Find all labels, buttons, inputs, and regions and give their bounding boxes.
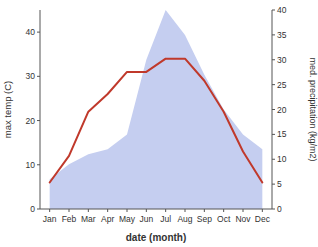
x-tick bbox=[107, 209, 108, 212]
y-tick-label: 40 bbox=[26, 27, 36, 37]
x-tick-label: Aug bbox=[177, 214, 192, 224]
y-tick bbox=[37, 164, 40, 165]
y-tick bbox=[37, 209, 40, 210]
x-tick-label: Jul bbox=[160, 214, 171, 224]
x-tick-label: Sep bbox=[197, 214, 212, 224]
y2-tick bbox=[272, 34, 275, 35]
x-tick bbox=[69, 209, 70, 212]
y2-tick bbox=[272, 84, 275, 85]
x-tick bbox=[146, 209, 147, 212]
y-tick bbox=[37, 120, 40, 121]
y-tick-label: 20 bbox=[26, 116, 36, 126]
temp-line bbox=[50, 59, 263, 183]
y2-tick-label: 5 bbox=[277, 179, 282, 189]
plot-area bbox=[50, 10, 263, 209]
x-tick bbox=[165, 209, 166, 212]
x-tick bbox=[223, 209, 224, 212]
x-tick bbox=[127, 209, 128, 212]
x-tick-label: Nov bbox=[235, 214, 251, 224]
y-tick bbox=[37, 32, 40, 33]
y2-tick bbox=[272, 159, 275, 160]
x-tick bbox=[204, 209, 205, 212]
x-tick-label: Jun bbox=[139, 214, 153, 224]
y-tick-label: 30 bbox=[26, 71, 36, 81]
y-tick-label: 10 bbox=[26, 160, 36, 170]
x-tick-label: Oct bbox=[217, 214, 231, 224]
y2-tick-label: 40 bbox=[277, 5, 287, 15]
x-tick bbox=[243, 209, 244, 212]
x-axis-line bbox=[40, 209, 272, 210]
x-tick-label: Jan bbox=[43, 214, 57, 224]
chart-container: Jan Feb Mar Apr MayJun Jul Aug Sep Oct Nov Dec 0 10 2… bbox=[0, 0, 318, 247]
x-tick-label: May bbox=[119, 214, 136, 224]
x-tick bbox=[185, 209, 186, 212]
y2-tick-label: 30 bbox=[277, 55, 287, 65]
y-axis-line bbox=[40, 10, 41, 209]
precip-area bbox=[50, 10, 263, 209]
y2-axis-label: med. precipitation (kg/m2) bbox=[308, 57, 318, 161]
axes: Jan Feb Mar Apr MayJun Jul Aug Sep Oct Nov Dec 0 10 2… bbox=[26, 5, 287, 224]
y2-tick-label: 35 bbox=[277, 30, 287, 40]
y-tick-label: 0 bbox=[30, 204, 35, 214]
x-tick-label: Dec bbox=[255, 214, 271, 224]
y2-tick bbox=[272, 109, 275, 110]
y-tick bbox=[37, 76, 40, 77]
y2-tick-label: 10 bbox=[277, 154, 287, 164]
y-axis-label: max temp (C) bbox=[2, 81, 13, 139]
y2-tick-label: 0 bbox=[277, 204, 282, 214]
y2-tick bbox=[272, 209, 275, 210]
y2-tick bbox=[272, 10, 275, 11]
y2-tick bbox=[272, 184, 275, 185]
y2-tick-label: 25 bbox=[277, 80, 287, 90]
y2-tick bbox=[272, 134, 275, 135]
chart: Jan Feb Mar Apr MayJun Jul Aug Sep Oct Nov Dec 0 10 2… bbox=[0, 0, 318, 247]
x-tick-label: Mar bbox=[81, 214, 96, 224]
x-tick bbox=[49, 209, 50, 212]
y2-tick bbox=[272, 59, 275, 60]
x-tick bbox=[262, 209, 263, 212]
y2-tick-label: 15 bbox=[277, 129, 287, 139]
x-axis-label: date (month) bbox=[126, 232, 187, 243]
x-tick-label: Feb bbox=[62, 214, 77, 224]
x-tick-label: Apr bbox=[101, 214, 114, 224]
x-tick bbox=[88, 209, 89, 212]
y2-tick-label: 20 bbox=[277, 105, 287, 115]
